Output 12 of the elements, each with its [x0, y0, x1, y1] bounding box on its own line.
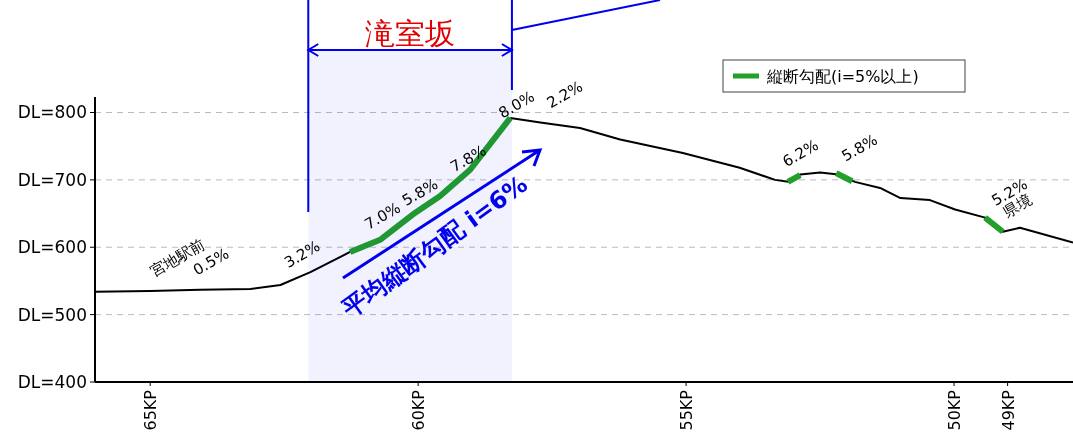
x-tick-label: 55KP [677, 389, 697, 431]
x-tick-label: 60KP [409, 389, 429, 431]
band-label: 滝室坂 [365, 16, 456, 51]
legend-label: 縦断勾配(i=5%以上) [766, 67, 919, 86]
y-tick-label: DL=500 [17, 304, 87, 325]
x-tick-label: 50KP [945, 389, 965, 431]
y-tick-label: DL=400 [17, 372, 87, 392]
y-tick-label: DL=600 [17, 237, 87, 258]
y-tick-label: DL=800 [17, 102, 87, 123]
x-tick-label: 49KP [998, 389, 1018, 431]
y-tick-label: DL=700 [17, 169, 87, 190]
x-tick-label: 65KP [141, 389, 161, 431]
